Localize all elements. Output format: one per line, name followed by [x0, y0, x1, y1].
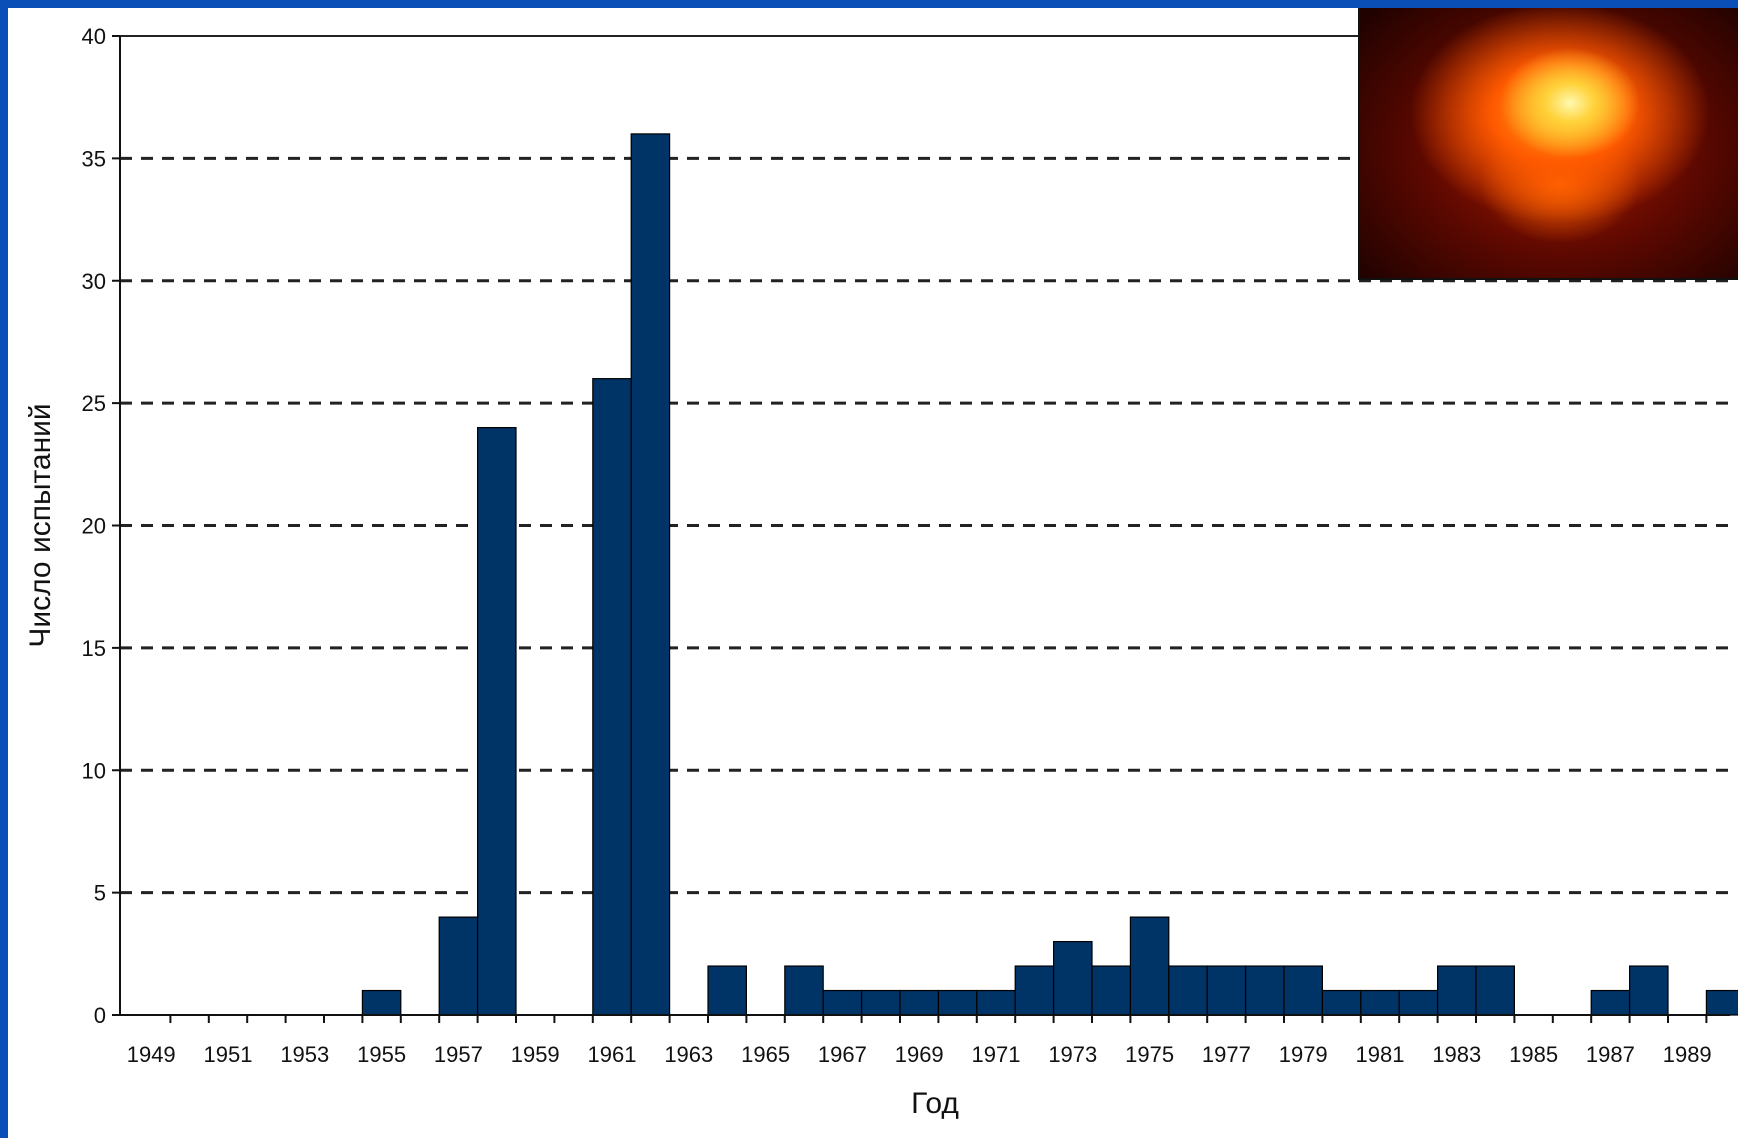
bar-1975: [1130, 917, 1168, 1015]
y-tick-label: 40: [82, 24, 106, 49]
y-tick-label: 10: [82, 758, 106, 783]
y-tick-label: 20: [82, 514, 106, 539]
chart-panel: 0 5 10 15 20 25 30 35 40 1949 1951 1953 1955 1957 195…: [8, 8, 1738, 1138]
x-tick-labels: 1949 1951 1953 1955 1957 1959 1961 1963 1965 1967…: [127, 1042, 1712, 1067]
y-tick-label: 0: [94, 1003, 106, 1028]
bar-1966: [785, 966, 823, 1015]
x-tick-label: 1985: [1509, 1042, 1558, 1067]
bar-1958: [478, 428, 516, 1015]
bar-1968: [862, 991, 900, 1015]
y-axis-title: Число испытаний: [24, 403, 57, 647]
x-tick-label: 1953: [280, 1042, 329, 1067]
y-tick-label: 25: [82, 391, 106, 416]
bar-1983: [1438, 966, 1476, 1015]
x-tick-label: 1961: [588, 1042, 637, 1067]
bar-1961: [593, 379, 631, 1015]
bar-1976: [1169, 966, 1207, 1015]
bar-1978: [1246, 966, 1284, 1015]
bar-1974: [1092, 966, 1130, 1015]
x-tick-label: 1957: [434, 1042, 483, 1067]
bar-1964: [708, 966, 746, 1015]
x-tick-label: 1949: [127, 1042, 176, 1067]
x-tick-label: 1969: [895, 1042, 944, 1067]
bar-1967: [823, 991, 861, 1015]
y-tick-label: 35: [82, 146, 106, 171]
bar-1970: [938, 991, 976, 1015]
bar-1957: [439, 917, 477, 1015]
bar-1981: [1361, 991, 1399, 1015]
x-tick-label: 1979: [1279, 1042, 1328, 1067]
bar-1962: [631, 134, 669, 1015]
bar-1984: [1476, 966, 1514, 1015]
bar-1969: [900, 991, 938, 1015]
bar-1980: [1322, 991, 1360, 1015]
x-tick-label: 1981: [1356, 1042, 1405, 1067]
bar-1988: [1630, 966, 1668, 1015]
x-tick-label: 1963: [664, 1042, 713, 1067]
bar-1982: [1399, 991, 1437, 1015]
bar-1987: [1591, 991, 1629, 1015]
x-tick-label: 1971: [972, 1042, 1021, 1067]
x-tick-label: 1989: [1663, 1042, 1712, 1067]
x-tick-label: 1955: [357, 1042, 406, 1067]
x-axis-title: Год: [911, 1087, 959, 1120]
y-tick-label: 30: [82, 269, 106, 294]
bar-1973: [1054, 942, 1092, 1015]
bar-1972: [1015, 966, 1053, 1015]
bar-1971: [977, 991, 1015, 1015]
y-tick-label: 15: [82, 636, 106, 661]
x-tick-label: 1967: [818, 1042, 867, 1067]
x-tick-label: 1977: [1202, 1042, 1251, 1067]
bar-1955: [362, 991, 400, 1015]
x-tick-label: 1975: [1125, 1042, 1174, 1067]
bar-1990: [1706, 991, 1738, 1015]
x-tick-label: 1983: [1432, 1042, 1481, 1067]
x-tick-label: 1965: [741, 1042, 790, 1067]
x-tick-label: 1973: [1048, 1042, 1097, 1067]
y-tick-label: 5: [94, 881, 106, 906]
x-tick-label: 1987: [1586, 1042, 1635, 1067]
x-tick-label: 1959: [511, 1042, 560, 1067]
nuclear-explosion-photo: [1358, 8, 1738, 280]
y-tick-labels: 0 5 10 15 20 25 30 35 40: [82, 24, 106, 1028]
bar-1979: [1284, 966, 1322, 1015]
bar-1977: [1207, 966, 1245, 1015]
x-tick-label: 1951: [204, 1042, 253, 1067]
